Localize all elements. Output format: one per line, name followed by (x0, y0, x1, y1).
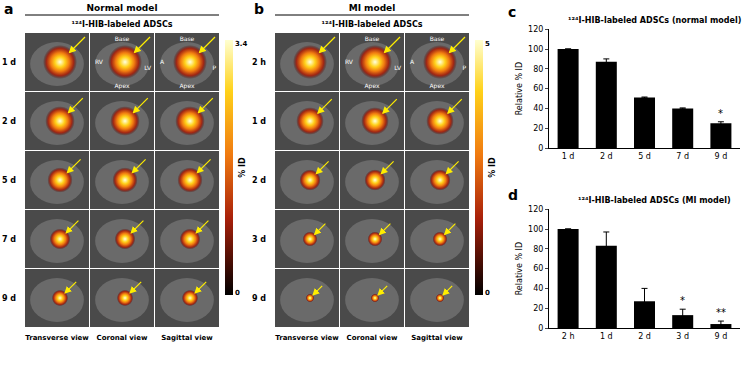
svg-text:Relative % ID: Relative % ID (515, 62, 524, 115)
svg-text:80: 80 (533, 65, 543, 74)
svg-text:RV: RV (95, 58, 104, 65)
svg-text:*: * (718, 108, 723, 119)
svg-text:7 d: 7 d (676, 152, 689, 161)
svg-text:LV: LV (394, 64, 402, 71)
svg-text:20: 20 (533, 304, 543, 313)
svg-text:Transverse view: Transverse view (275, 334, 339, 342)
svg-text:¹²⁴I-HIB-labeled ADSCs: ¹²⁴I-HIB-labeled ADSCs (321, 20, 422, 29)
svg-text:P: P (462, 64, 466, 71)
svg-text:Sagittal view: Sagittal view (411, 334, 463, 342)
svg-text:9 d: 9 d (252, 294, 266, 303)
svg-text:2 d: 2 d (638, 332, 651, 341)
svg-text:b: b (254, 1, 264, 17)
svg-text:¹²⁴I-HIB-labeled ADSCs (normal: ¹²⁴I-HIB-labeled ADSCs (normal model) (568, 16, 741, 25)
svg-text:A: A (410, 58, 415, 65)
svg-text:5 d: 5 d (638, 152, 651, 161)
svg-text:1 d: 1 d (252, 117, 266, 126)
svg-text:A: A (160, 58, 165, 65)
svg-text:0: 0 (235, 289, 240, 297)
svg-text:3 d: 3 d (676, 332, 689, 341)
svg-text:¹²⁴I-HIB-labeled ADSCs: ¹²⁴I-HIB-labeled ADSCs (71, 20, 172, 29)
svg-text:2 h: 2 h (252, 58, 266, 67)
svg-text:1 d: 1 d (2, 58, 16, 67)
svg-text:80: 80 (533, 245, 543, 254)
svg-text:Relative % ID: Relative % ID (515, 242, 524, 295)
svg-text:40: 40 (533, 104, 543, 113)
svg-text:¹²⁴I-HIB-labeled ADSCs (MI mod: ¹²⁴I-HIB-labeled ADSCs (MI model) (578, 196, 731, 205)
svg-text:3.4: 3.4 (235, 40, 248, 48)
svg-text:1 d: 1 d (562, 152, 575, 161)
svg-text:LV: LV (144, 64, 152, 71)
svg-text:9 d: 9 d (2, 294, 16, 303)
svg-text:*: * (680, 295, 685, 306)
svg-text:2 d: 2 d (252, 176, 266, 185)
svg-text:Apex: Apex (179, 82, 194, 90)
svg-text:60: 60 (533, 264, 543, 273)
svg-text:Apex: Apex (429, 82, 444, 90)
svg-text:40: 40 (533, 284, 543, 293)
svg-text:0: 0 (538, 144, 543, 153)
html-text:c: c (508, 4, 517, 20)
svg-text:Transverse view: Transverse view (25, 334, 89, 342)
svg-text:100: 100 (528, 225, 543, 234)
svg-text:9 d: 9 d (715, 152, 728, 161)
svg-text:Sagittal view: Sagittal view (161, 334, 213, 342)
svg-text:1 d: 1 d (600, 332, 613, 341)
svg-text:5 d: 5 d (2, 176, 16, 185)
svg-text:Base: Base (115, 35, 130, 42)
svg-text:Normal model: Normal model (86, 3, 157, 13)
svg-text:100: 100 (528, 45, 543, 54)
svg-text:5: 5 (485, 40, 490, 48)
svg-text:MI model: MI model (349, 3, 396, 13)
svg-text:2 d: 2 d (600, 152, 613, 161)
svg-text:% ID: % ID (238, 157, 247, 178)
svg-text:120: 120 (528, 205, 543, 214)
svg-text:7 d: 7 d (2, 235, 16, 244)
svg-text:Apex: Apex (114, 82, 129, 90)
svg-text:Apex: Apex (364, 82, 379, 90)
svg-text:0: 0 (538, 324, 543, 333)
svg-text:3 d: 3 d (252, 235, 266, 244)
svg-text:% ID: % ID (488, 157, 497, 178)
svg-text:Base: Base (430, 35, 445, 42)
svg-text:Base: Base (180, 35, 195, 42)
svg-text:60: 60 (533, 84, 543, 93)
svg-text:2 d: 2 d (2, 117, 16, 126)
svg-text:9 d: 9 d (715, 332, 728, 341)
html-text:d: d (508, 187, 518, 203)
svg-text:Coronal view: Coronal view (97, 334, 148, 342)
svg-text:a: a (4, 1, 13, 17)
svg-text:Base: Base (365, 35, 380, 42)
svg-text:P: P (212, 64, 216, 71)
svg-text:Coronal view: Coronal view (347, 334, 398, 342)
svg-text:2 h: 2 h (562, 332, 575, 341)
svg-text:RV: RV (345, 58, 354, 65)
svg-text:20: 20 (533, 124, 543, 133)
svg-text:0: 0 (485, 289, 490, 297)
svg-text:120: 120 (528, 25, 543, 34)
svg-text:**: ** (716, 307, 726, 318)
